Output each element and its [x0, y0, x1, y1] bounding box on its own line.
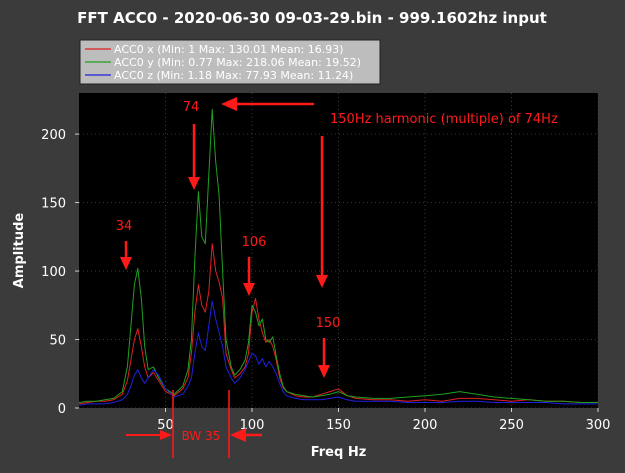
y-axis-label: Amplitude	[12, 213, 27, 289]
legend-label-3: ACC0 z (Min: 1.18 Max: 77.93 Mean: 11.24…	[114, 69, 353, 82]
arrow-34-head	[120, 257, 132, 270]
plot-area	[79, 93, 598, 408]
annotation-106: 106	[242, 235, 267, 250]
x-tick-label: 150	[326, 418, 351, 433]
arrow-harmonic-down-head	[316, 275, 328, 288]
annotation-150: 150	[316, 316, 341, 331]
x-tick-label: 300	[586, 418, 611, 433]
bw-arrow-left-head	[160, 430, 172, 440]
y-tick-label: 150	[41, 197, 66, 212]
annotation-74: 74	[183, 100, 200, 115]
bw-arrow-right-head	[230, 428, 246, 442]
annotation-harmonic: 150Hz harmonic (multiple) of 74Hz	[330, 112, 558, 127]
x-tick-label: 250	[499, 418, 524, 433]
arrow-150-head	[318, 365, 330, 378]
legend-label-1: ACC0 x (Min: 1 Max: 130.01 Mean: 16.93)	[114, 43, 344, 56]
y-tick-label: 100	[41, 265, 66, 280]
y-tick-label: 200	[41, 128, 66, 143]
arrow-74-head	[188, 177, 200, 190]
arrow-harmonic-left-head	[221, 97, 237, 111]
y-tick-label: 50	[49, 334, 66, 349]
series-line-2	[78, 108, 598, 403]
x-axis-label: Freq Hz	[311, 445, 367, 460]
legend-label-2: ACC0 y (Min: 0.77 Max: 218.06 Mean: 19.5…	[114, 56, 361, 69]
annotation-bw: BW 35	[182, 429, 221, 443]
x-tick-label: 200	[413, 418, 438, 433]
annotation-34: 34	[116, 219, 133, 234]
legend-box	[79, 39, 381, 85]
chart-title: FFT ACC0 - 2020-06-30 09-03-29.bin - 999…	[77, 9, 547, 27]
arrow-106-head	[243, 283, 255, 296]
series-line-3	[78, 300, 598, 406]
y-tick-label: 0	[58, 402, 66, 417]
x-tick-label: 50	[157, 418, 174, 433]
series-line-1	[78, 243, 598, 405]
